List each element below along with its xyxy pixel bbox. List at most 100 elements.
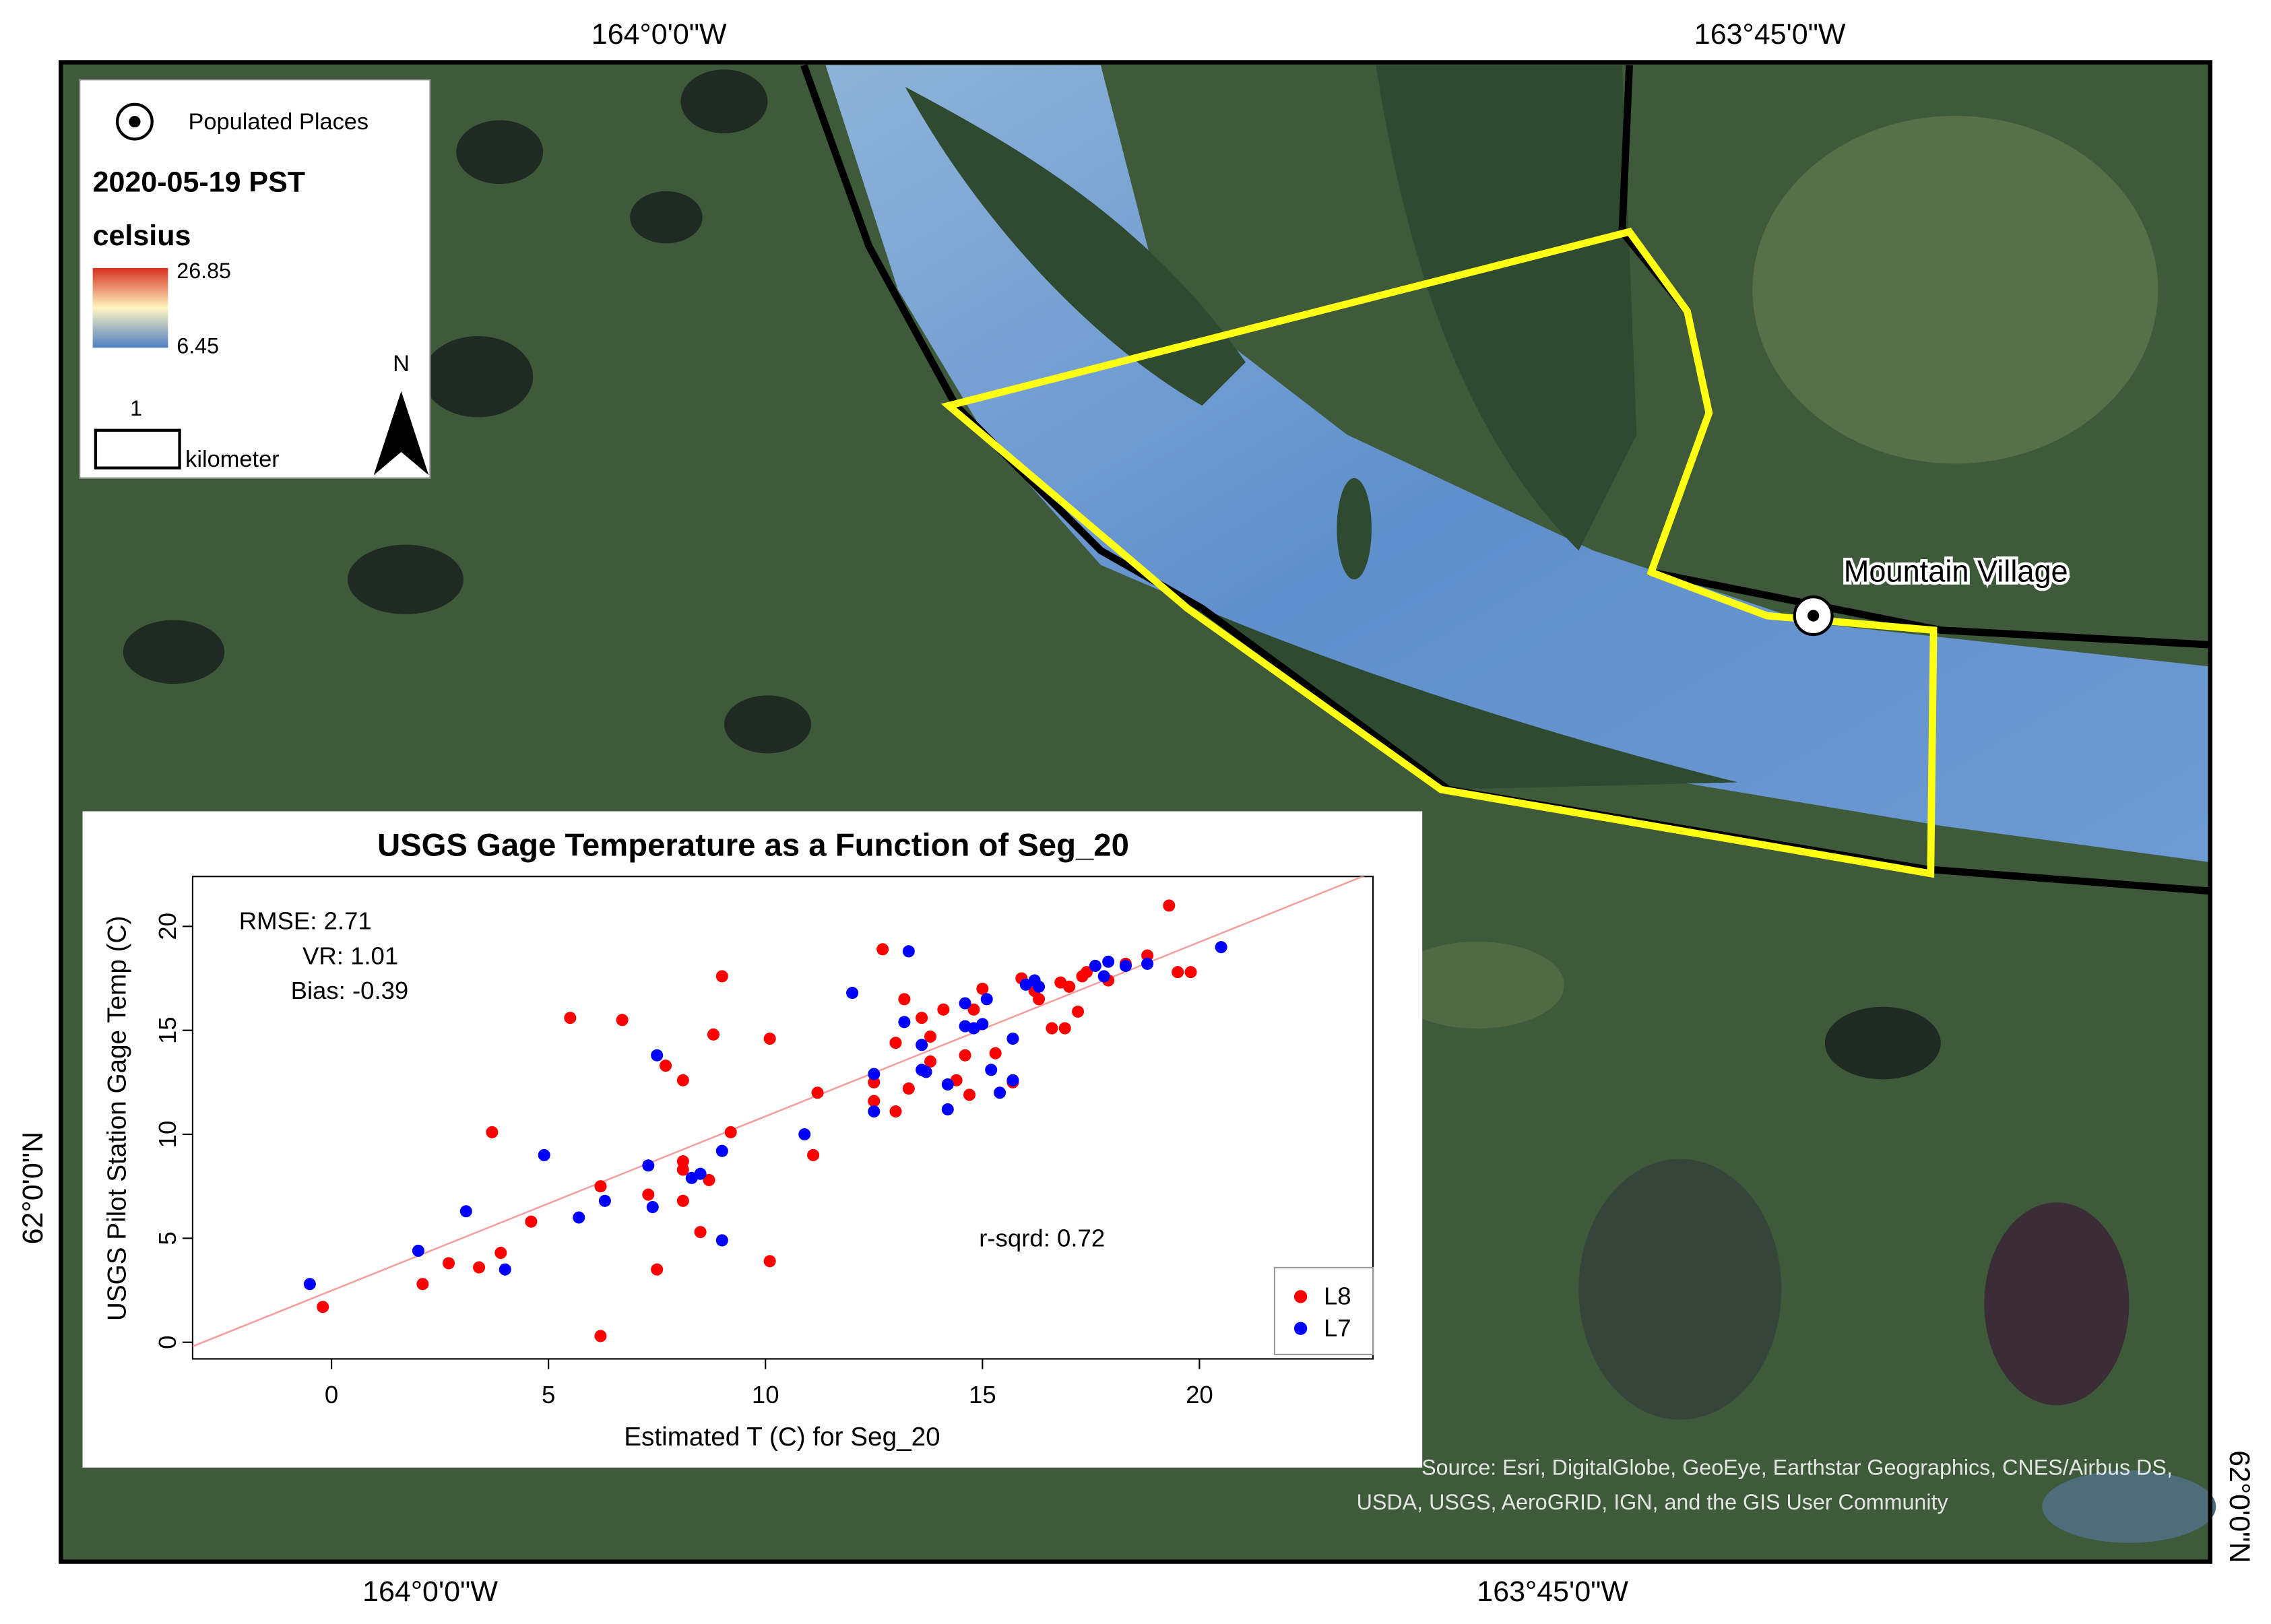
- legend-date: 2020-05-19 PST: [93, 166, 305, 199]
- point: [1080, 966, 1093, 979]
- point: [651, 1263, 664, 1276]
- point: [976, 1018, 989, 1031]
- legend-text: Populated Places: [188, 109, 369, 135]
- point: [694, 1226, 707, 1239]
- point: [1072, 1005, 1085, 1018]
- point: [442, 1257, 455, 1270]
- point: [924, 1030, 937, 1043]
- point: [564, 1012, 577, 1025]
- point: [916, 1039, 928, 1051]
- point: [980, 993, 993, 1006]
- x-tick-label: 5: [542, 1381, 555, 1408]
- point: [1033, 993, 1046, 1006]
- stat-annotation: r-sqrd: 0.72: [979, 1225, 1105, 1252]
- point: [959, 997, 971, 1010]
- x-tick-label: 0: [325, 1381, 338, 1408]
- point: [1102, 955, 1115, 968]
- point: [989, 1047, 1002, 1060]
- point: [676, 1155, 689, 1168]
- point: [902, 1082, 915, 1095]
- point: [941, 1103, 954, 1115]
- point: [1163, 899, 1176, 912]
- point: [963, 1089, 976, 1101]
- point: [642, 1159, 655, 1172]
- point: [594, 1180, 607, 1193]
- point: [889, 1037, 902, 1049]
- north-arrow: [373, 391, 429, 476]
- coord-label: 164°0'0"W: [362, 1576, 498, 1608]
- scale-unit: kilometer: [185, 447, 279, 472]
- place-marker: [1793, 595, 1834, 637]
- point: [412, 1244, 424, 1257]
- point: [924, 1055, 937, 1068]
- point: [715, 1234, 728, 1247]
- point: [1215, 941, 1227, 954]
- point: [317, 1301, 329, 1313]
- point: [573, 1211, 585, 1224]
- scale-bar: [94, 428, 181, 469]
- north-label: N: [393, 351, 410, 377]
- ramp-min: 6.45: [177, 334, 219, 358]
- point: [499, 1263, 511, 1276]
- point: [811, 1086, 824, 1099]
- place-label: Mountain Village: [1844, 554, 2068, 589]
- legend-symbol: [1293, 1322, 1308, 1335]
- attribution: Source: Esri, DigitalGlobe, GeoEye, Eart…: [1421, 1455, 2173, 1479]
- y-tick-label: 15: [154, 1016, 181, 1044]
- chart-panel: [82, 811, 1423, 1468]
- x-tick-label: 15: [969, 1381, 996, 1408]
- legend-symbol: [129, 116, 141, 128]
- point: [494, 1246, 507, 1260]
- stat-annotation: VR: 1.01: [302, 942, 398, 969]
- point: [715, 970, 728, 983]
- point: [676, 1074, 689, 1086]
- point: [473, 1261, 486, 1274]
- point: [976, 982, 989, 995]
- coord-label: 163°45'0"W: [1694, 18, 1846, 51]
- point: [676, 1163, 689, 1176]
- point: [937, 1003, 950, 1016]
- point: [941, 1078, 954, 1091]
- point: [486, 1126, 499, 1138]
- point: [538, 1148, 550, 1161]
- point: [1033, 980, 1046, 993]
- point: [660, 1060, 672, 1072]
- point: [898, 993, 911, 1006]
- point: [1006, 1032, 1019, 1045]
- point: [694, 1167, 707, 1180]
- point: [967, 1003, 980, 1016]
- point: [1184, 966, 1197, 979]
- map-legend: Populated Places 2020-05-19 PST celsius …: [79, 79, 431, 479]
- point: [876, 943, 889, 956]
- x-axis-label: Estimated T (C) for Seg_20: [624, 1423, 940, 1452]
- legend-label: L8: [1324, 1282, 1351, 1310]
- color-ramp: [92, 267, 168, 348]
- point: [459, 1205, 472, 1218]
- point: [868, 1068, 881, 1080]
- point: [703, 1173, 715, 1186]
- coord-label: 62°0'0"N: [17, 1132, 49, 1244]
- point: [646, 1201, 659, 1214]
- y-axis-label: USGS Pilot Station Gage Temp (C): [103, 916, 132, 1321]
- legend-box: [1273, 1266, 1374, 1356]
- scatter-chart: USGS Gage Temperature as a Function of S…: [82, 811, 1423, 1468]
- point: [724, 1126, 737, 1138]
- coord-label: 62°0'0"N: [2223, 1450, 2256, 1563]
- stat-annotation: Bias: -0.39: [291, 977, 409, 1004]
- point: [594, 1330, 607, 1342]
- y-tick-label: 20: [154, 913, 181, 940]
- point: [1141, 957, 1154, 970]
- point: [598, 1194, 611, 1207]
- point: [916, 1012, 928, 1025]
- point: [868, 1105, 881, 1118]
- point: [763, 1255, 776, 1268]
- point: [1058, 1022, 1071, 1035]
- stat-annotation: RMSE: 2.71: [239, 907, 372, 935]
- x-tick-label: 20: [1186, 1381, 1213, 1408]
- ramp-max: 26.85: [177, 259, 231, 283]
- point: [676, 1194, 689, 1207]
- point: [902, 945, 915, 958]
- point: [898, 1016, 911, 1029]
- point: [846, 987, 859, 1000]
